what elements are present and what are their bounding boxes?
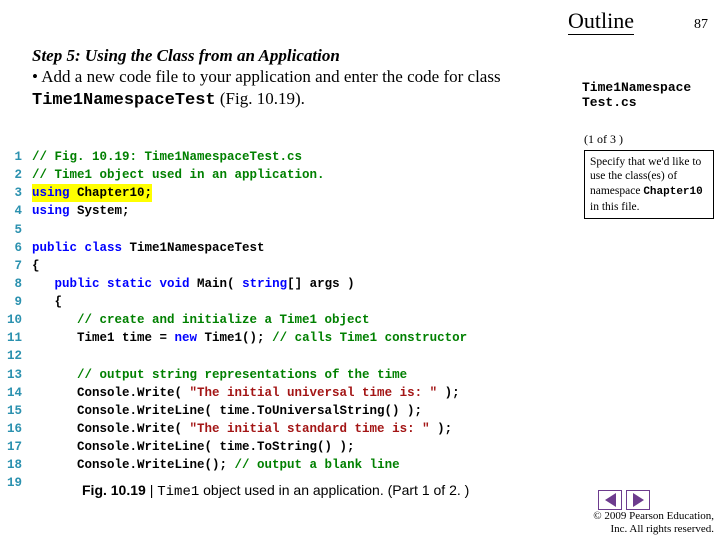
code-line: 18 Console.WriteLine(); // output a blan… [6,456,576,474]
outline-heading: Outline [568,8,634,35]
code-line: 10 // create and initialize a Time1 obje… [6,311,576,329]
code-line: 17 Console.WriteLine( time.ToString() ); [6,438,576,456]
code-listing: 1// Fig. 10.19: Time1NamespaceTest.cs2//… [6,148,576,492]
code-line: 1// Fig. 10.19: Time1NamespaceTest.cs [6,148,576,166]
file-name-label: Time1NamespaceTest.cs [582,45,710,111]
code-line: 5 [6,221,576,239]
prev-button[interactable] [598,490,622,510]
step-title: Step 5: Using the Class from an Applicat… [32,45,572,66]
figure-caption: Fig. 10.19 | Time1 object used in an app… [82,482,469,500]
code-line: 11 Time1 time = new Time1(); // calls Ti… [6,329,576,347]
code-line: 4using System; [6,202,576,220]
code-line: 7{ [6,257,576,275]
triangle-right-icon [633,493,644,507]
code-line: 3using Chapter10; [6,184,576,202]
code-line: 13 // output string representations of t… [6,366,576,384]
triangle-left-icon [605,493,616,507]
step-text: Step 5: Using the Class from an Applicat… [32,45,582,111]
code-line: 6public class Time1NamespaceTest [6,239,576,257]
code-line: 15 Console.WriteLine( time.ToUniversalSt… [6,402,576,420]
step-bullet: • Add a new code file to your applicatio… [32,66,572,111]
code-line: 2// Time1 object used in an application. [6,166,576,184]
code-line: 14 Console.Write( "The initial universal… [6,384,576,402]
code-line: 8 public static void Main( string[] args… [6,275,576,293]
part-indicator: (1 of 3 ) [584,132,714,147]
next-button[interactable] [626,490,650,510]
copyright: © 2009 Pearson Education,Inc. All rights… [593,510,714,536]
code-line: 16 Console.Write( "The initial standard … [6,420,576,438]
page-number: 87 [694,17,708,33]
code-line: 9 { [6,293,576,311]
annotation-note: Specify that we'd like to use the class(… [584,150,714,219]
code-line: 12 [6,347,576,365]
